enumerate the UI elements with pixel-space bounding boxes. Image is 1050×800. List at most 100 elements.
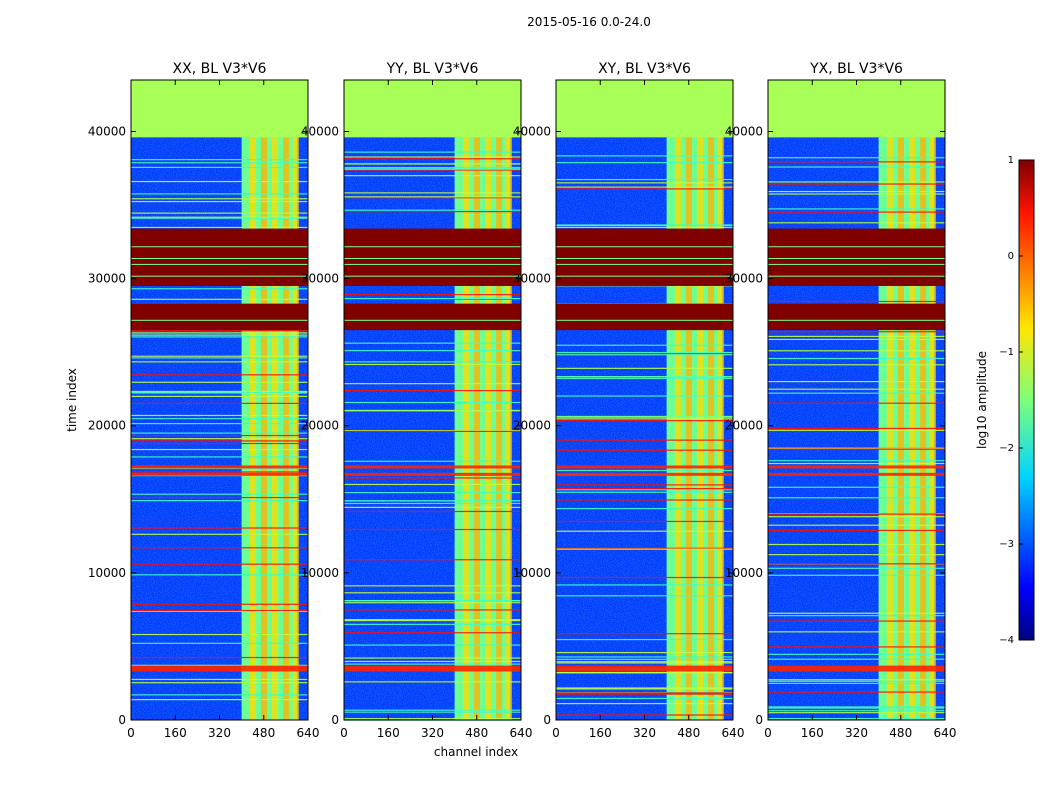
flagged-line	[556, 376, 733, 378]
flagged-line	[344, 644, 521, 646]
rfi-channel-stripe	[929, 80, 936, 720]
flagged-line	[768, 460, 945, 462]
rfi-channel-stripe	[886, 80, 893, 720]
flagged-line	[556, 439, 733, 441]
flagged-line	[131, 334, 308, 336]
flagged-line	[131, 246, 308, 248]
flagged-block	[768, 80, 945, 138]
flagged-line	[344, 657, 521, 659]
flagged-line	[344, 342, 521, 344]
x-tick-label: 480	[889, 726, 912, 740]
y-tick-label: 30000	[88, 272, 126, 286]
flagged-line	[131, 678, 308, 681]
flagged-line	[556, 354, 733, 356]
flagged-line	[344, 192, 521, 194]
flagged-line	[768, 166, 945, 168]
flagged-line	[768, 486, 945, 488]
flagged-line	[344, 585, 521, 587]
flagged-line	[131, 381, 308, 383]
flagged-line	[556, 697, 733, 700]
rfi-row	[768, 665, 945, 669]
flagged-line	[768, 338, 945, 341]
rfi-channel-stripe	[249, 80, 256, 720]
rfi-channel-stripe	[674, 80, 681, 720]
flagged-line	[131, 656, 308, 659]
flagged-line	[768, 331, 945, 333]
flagged-block	[556, 303, 733, 331]
y-tick-label: 0	[543, 713, 551, 727]
flagged-line	[131, 547, 308, 549]
flagged-line	[556, 651, 733, 654]
flagged-line	[131, 633, 308, 636]
flagged-line	[344, 390, 521, 392]
flagged-line	[556, 547, 733, 549]
flagged-line	[768, 447, 945, 449]
flagged-line	[768, 543, 945, 546]
flagged-line	[344, 506, 521, 508]
flagged-block	[131, 228, 308, 286]
y-tick-label: 40000	[88, 124, 126, 138]
rfi-row	[556, 668, 733, 672]
flagged-line	[556, 258, 733, 260]
colorbar-label: log10 amplitude	[975, 351, 989, 449]
rfi-channel-stripe	[260, 80, 267, 720]
flagged-line	[131, 563, 308, 565]
flagged-line	[768, 427, 945, 430]
flagged-line	[131, 682, 308, 684]
flagged-line	[344, 430, 521, 432]
heatmap-panel: YY, BL V3*V6 0 160 320 480 640 0 10000 20000 3000…	[301, 61, 533, 740]
flagged-line	[344, 430, 521, 432]
y-axis-label: time index	[65, 368, 79, 432]
flagged-line	[768, 357, 945, 360]
flagged-line	[344, 163, 521, 165]
rfi-channel-stripe	[920, 80, 927, 720]
flagged-line	[768, 554, 945, 556]
colorbar: 1 0 −1 −2 −3 −4	[999, 155, 1035, 646]
rfi-row	[768, 472, 945, 476]
flagged-line	[131, 288, 308, 290]
rfi-channel-stripe	[897, 80, 904, 720]
flagged-line	[131, 180, 308, 183]
flagged-line	[344, 460, 521, 462]
flagged-line	[131, 391, 308, 393]
flagged-line	[344, 609, 521, 611]
flagged-line	[131, 217, 308, 219]
flagged-block	[131, 303, 308, 331]
flagged-line	[768, 680, 945, 682]
flagged-line	[344, 196, 521, 198]
flagged-line	[556, 693, 733, 695]
flagged-line	[344, 483, 521, 486]
panel-title: YY, BL V3*V6	[386, 61, 479, 77]
flagged-line	[768, 181, 945, 183]
flagged-line	[131, 418, 308, 420]
flagged-line	[344, 383, 521, 385]
flagged-line	[131, 258, 308, 260]
flagged-line	[131, 159, 308, 161]
x-tick-label: 480	[252, 726, 275, 740]
flagged-line	[556, 226, 733, 229]
rfi-row	[344, 668, 521, 672]
flagged-line	[344, 492, 521, 494]
flagged-line	[556, 395, 733, 397]
flagged-line	[768, 380, 945, 383]
flagged-line	[768, 712, 945, 714]
flagged-line	[131, 493, 308, 495]
flagged-line	[768, 567, 945, 569]
flagged-line	[344, 361, 521, 363]
flagged-line	[556, 469, 733, 472]
heatmap-panels: XX, BL V3*V6 0 160 320 480 640 0 10000 20000 3000…	[88, 61, 957, 740]
flagged-line	[131, 374, 308, 376]
flagged-line	[344, 166, 521, 169]
flagged-line	[131, 500, 308, 502]
flagged-line	[556, 702, 733, 705]
rfi-channel-stripe	[462, 80, 469, 720]
flagged-line	[344, 258, 521, 260]
rfi-row	[131, 465, 308, 469]
flagged-line	[556, 275, 733, 277]
x-tick-label: 640	[510, 726, 533, 740]
rfi-row	[556, 665, 733, 669]
flagged-line	[131, 438, 308, 440]
flagged-line	[344, 350, 521, 352]
flagged-block	[768, 303, 945, 331]
flagged-line	[556, 188, 733, 190]
